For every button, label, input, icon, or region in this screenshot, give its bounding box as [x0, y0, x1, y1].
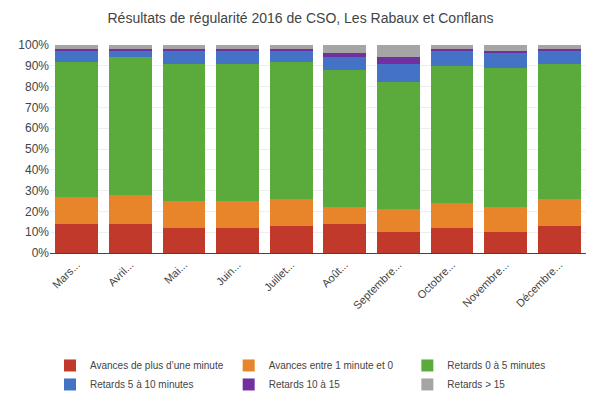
svg-text:10%: 10%: [25, 225, 49, 239]
svg-text:Mai...: Mai...: [162, 259, 190, 287]
svg-text:Novembre...: Novembre...: [460, 259, 511, 310]
svg-text:0%: 0%: [32, 246, 50, 260]
svg-text:30%: 30%: [25, 184, 49, 198]
svg-text:Retards 10 à 15: Retards 10 à 15: [269, 379, 341, 390]
svg-text:Avances entre 1 minute et 0: Avances entre 1 minute et 0: [269, 360, 394, 371]
svg-text:80%: 80%: [25, 80, 49, 94]
svg-text:50%: 50%: [25, 142, 49, 156]
svg-text:90%: 90%: [25, 59, 49, 73]
svg-text:Avril...: Avril...: [106, 259, 136, 289]
svg-text:Résultats de régularité 2016 d: Résultats de régularité 2016 de CSO, Les…: [107, 10, 493, 26]
svg-text:100%: 100%: [18, 38, 49, 52]
svg-text:Mars...: Mars...: [50, 259, 82, 291]
svg-text:Avances de plus d’une minute: Avances de plus d’une minute: [90, 360, 224, 371]
svg-text:Août...: Août...: [319, 259, 350, 290]
svg-text:Retards 0 à 5 minutes: Retards 0 à 5 minutes: [447, 360, 545, 371]
svg-text:60%: 60%: [25, 121, 49, 135]
svg-text:Juillet...: Juillet...: [262, 259, 297, 294]
svg-text:Décembre...: Décembre...: [514, 259, 565, 310]
svg-text:Octobre...: Octobre...: [415, 259, 458, 302]
svg-text:Septembre...: Septembre...: [351, 259, 404, 312]
svg-text:Juin...: Juin...: [214, 259, 243, 288]
svg-text:40%: 40%: [25, 163, 49, 177]
svg-text:70%: 70%: [25, 101, 49, 115]
svg-text:Retards 5 à 10 minutes: Retards 5 à 10 minutes: [90, 379, 193, 390]
svg-text:Retards > 15: Retards > 15: [447, 379, 505, 390]
svg-text:20%: 20%: [25, 205, 49, 219]
